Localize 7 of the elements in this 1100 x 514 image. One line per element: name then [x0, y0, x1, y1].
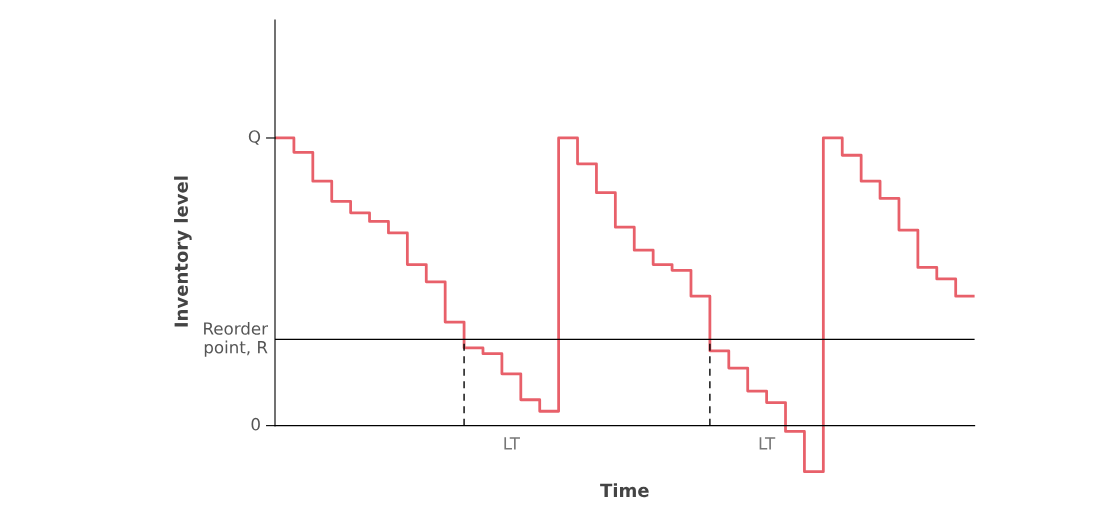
ref-line-label: Reorder point, R — [204, 321, 268, 357]
text: 0 — [251, 417, 260, 431]
y-axis-title: Inventory level — [174, 176, 192, 327]
x-axis-title: Time — [600, 483, 649, 498]
text: Q — [248, 130, 261, 145]
annotation: LT — [504, 437, 520, 450]
annotation: LT — [759, 437, 776, 450]
